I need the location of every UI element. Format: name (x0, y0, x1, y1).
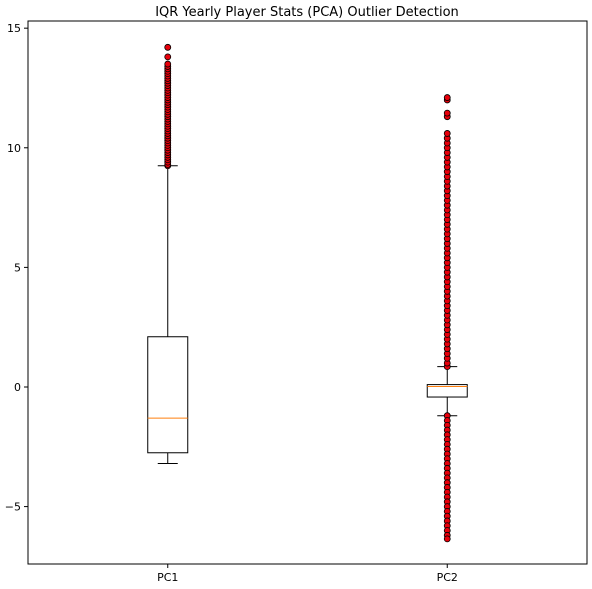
outlier-point (443, 535, 451, 543)
iqr-box (147, 336, 189, 454)
boxes (147, 43, 468, 543)
y-tick-label: 0 (14, 381, 21, 394)
outlier-point (164, 43, 172, 51)
outlier-point (443, 94, 451, 101)
y-tick-label: 10 (7, 142, 21, 155)
x-tick-label: PC1 (157, 571, 178, 584)
plot-area (27, 20, 588, 565)
x-tick-label: PC2 (437, 571, 458, 584)
outlier-point (443, 109, 451, 117)
x-axis: PC1 PC2 (157, 564, 458, 584)
box-pc1 (147, 43, 189, 465)
outlier-point (164, 53, 172, 61)
y-tick-label: 15 (7, 22, 21, 35)
y-axis: −5 0 5 10 15 (5, 22, 28, 514)
outlier-point (443, 130, 451, 137)
y-tick-label: 5 (14, 261, 21, 274)
outlier-point (164, 60, 172, 68)
chart-title: IQR Yearly Player Stats (PCA) Outlier De… (155, 5, 459, 20)
y-tick-label: −5 (5, 501, 21, 514)
iqr-box (426, 384, 468, 398)
box-pc2 (426, 94, 468, 543)
